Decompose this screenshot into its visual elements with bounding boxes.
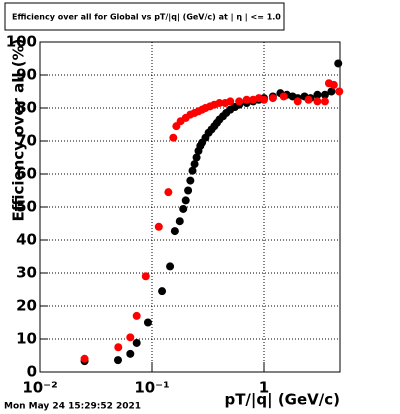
data-point	[113, 356, 122, 365]
plot-frame	[39, 41, 341, 373]
x-tick-label: 10⁻¹	[134, 379, 169, 397]
y-tick-label: 40	[16, 231, 37, 249]
data-point	[313, 97, 322, 106]
data-point	[188, 166, 197, 175]
data-point	[143, 318, 152, 327]
y-tick-label: 80	[16, 99, 37, 117]
data-point	[190, 160, 199, 169]
data-point	[170, 227, 179, 236]
data-point	[158, 287, 167, 296]
data-point	[320, 97, 329, 106]
y-tick-label: 30	[16, 264, 37, 282]
data-point	[179, 204, 188, 213]
data-point	[141, 272, 150, 281]
data-point	[184, 186, 193, 195]
data-point	[329, 80, 338, 89]
y-tick-label: 70	[16, 132, 37, 150]
data-point	[334, 59, 343, 68]
data-point	[235, 97, 244, 106]
y-tick-label: 50	[16, 198, 37, 216]
y-tick-label: 10	[16, 330, 37, 348]
data-point	[80, 354, 89, 363]
data-point	[175, 217, 184, 226]
data-point	[279, 92, 288, 101]
y-tick-label: 60	[16, 165, 37, 183]
x-tick-label: 1	[259, 379, 269, 397]
data-point	[313, 90, 322, 99]
data-point	[164, 188, 173, 197]
y-tick-label: 90	[16, 66, 37, 84]
data-point	[132, 338, 141, 347]
timestamp: Mon May 24 15:29:52 2021	[4, 402, 141, 412]
data-point	[114, 343, 123, 352]
data-point	[169, 133, 178, 142]
data-point	[242, 95, 251, 104]
data-point	[154, 222, 163, 231]
data-point	[320, 90, 329, 99]
data-point	[215, 99, 224, 108]
data-point	[192, 153, 201, 162]
x-axis-label: pT/|q| (GeV/c)	[224, 391, 340, 410]
data-point	[327, 87, 336, 96]
data-point	[268, 94, 277, 103]
data-point	[304, 95, 313, 104]
data-point	[181, 196, 190, 205]
data-point	[260, 95, 269, 104]
data-point	[186, 176, 195, 185]
data-point	[293, 97, 302, 106]
data-point	[126, 333, 135, 342]
title-box	[4, 2, 285, 31]
data-point	[126, 349, 135, 358]
y-tick-label: 0	[27, 363, 37, 381]
data-point	[132, 311, 141, 320]
chart-title: Efficiency over all for Global vs pT/|q|…	[12, 13, 281, 22]
data-point	[226, 97, 235, 106]
y-tick-label: 20	[16, 297, 37, 315]
data-point	[335, 87, 344, 96]
y-axis-label: Efficiency over all (%)	[10, 39, 28, 222]
data-point	[166, 262, 175, 271]
x-tick-label: 10⁻²	[22, 379, 57, 397]
y-tick-label: 100	[6, 33, 37, 51]
